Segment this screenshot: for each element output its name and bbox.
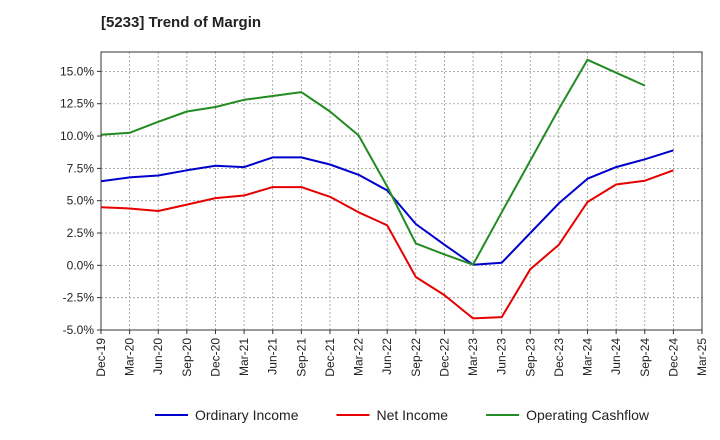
x-tick-label: Dec-22 <box>437 338 451 377</box>
y-tick-label: 0.0% <box>67 258 95 272</box>
x-tick-label: Mar-24 <box>581 338 595 376</box>
legend-item-ordinary-income: Ordinary Income <box>155 407 299 423</box>
x-tick-label: Dec-24 <box>666 338 680 377</box>
legend-item-net-income: Net Income <box>336 407 448 423</box>
legend: Ordinary Income Net Income Operating Cashf… <box>155 407 650 423</box>
x-tick-label: Sep-24 <box>638 338 652 377</box>
grid-lines <box>100 52 703 331</box>
x-tick-label: Dec-20 <box>208 338 222 377</box>
x-tick-label: Sep-22 <box>409 338 423 377</box>
y-tick-label: -2.5% <box>63 291 95 305</box>
plot-frame <box>100 51 703 331</box>
y-tick-label: 15.0% <box>60 64 94 78</box>
x-tick-label: Jun-21 <box>266 338 280 375</box>
x-tick-label: Dec-21 <box>323 338 337 377</box>
x-tick-label: Dec-23 <box>552 338 566 377</box>
x-tick-label: Mar-25 <box>695 338 709 376</box>
y-tick-label: 5.0% <box>67 194 95 208</box>
x-tick-label: Jun-24 <box>609 338 623 375</box>
x-tick-label: Sep-21 <box>294 338 308 377</box>
legend-label: Net Income <box>376 407 448 423</box>
y-tick-label: 12.5% <box>60 97 94 111</box>
series-line-operating-cashflow <box>100 58 646 266</box>
y-axis-ticks: -5.0% -2.5% 0.0% 2.5% 5.0% 7.5% 10.0% 12.5% 15.0… <box>60 64 101 337</box>
x-tick-label: Jun-23 <box>495 338 509 375</box>
series-line-net-income <box>100 169 674 320</box>
y-tick-label: 10.0% <box>60 129 94 143</box>
x-tick-label: Mar-22 <box>352 338 366 376</box>
legend-item-operating-cashflow: Operating Cashflow <box>486 407 650 423</box>
y-tick-label: 2.5% <box>67 226 95 240</box>
x-tick-label: Mar-23 <box>466 338 480 376</box>
chart-title: [5233] Trend of Margin <box>101 14 262 31</box>
y-tick-label: -5.0% <box>63 323 95 337</box>
x-axis-ticks: Dec-19 Mar-20 Jun-20 Sep-20 Dec-20 Mar-21 Jun-… <box>94 330 709 377</box>
x-tick-label: Jun-22 <box>380 338 394 375</box>
series-lines <box>100 58 674 320</box>
x-tick-label: Mar-21 <box>237 338 251 376</box>
legend-label: Ordinary Income <box>195 407 299 423</box>
x-tick-label: Mar-20 <box>123 338 137 376</box>
x-tick-label: Sep-20 <box>180 338 194 377</box>
x-tick-label: Jun-20 <box>151 338 165 375</box>
legend-label: Operating Cashflow <box>526 407 650 423</box>
series-line-ordinary-income <box>100 149 674 266</box>
y-tick-label: 7.5% <box>67 161 95 175</box>
x-tick-label: Dec-19 <box>94 338 108 377</box>
x-tick-label: Sep-23 <box>523 338 537 377</box>
